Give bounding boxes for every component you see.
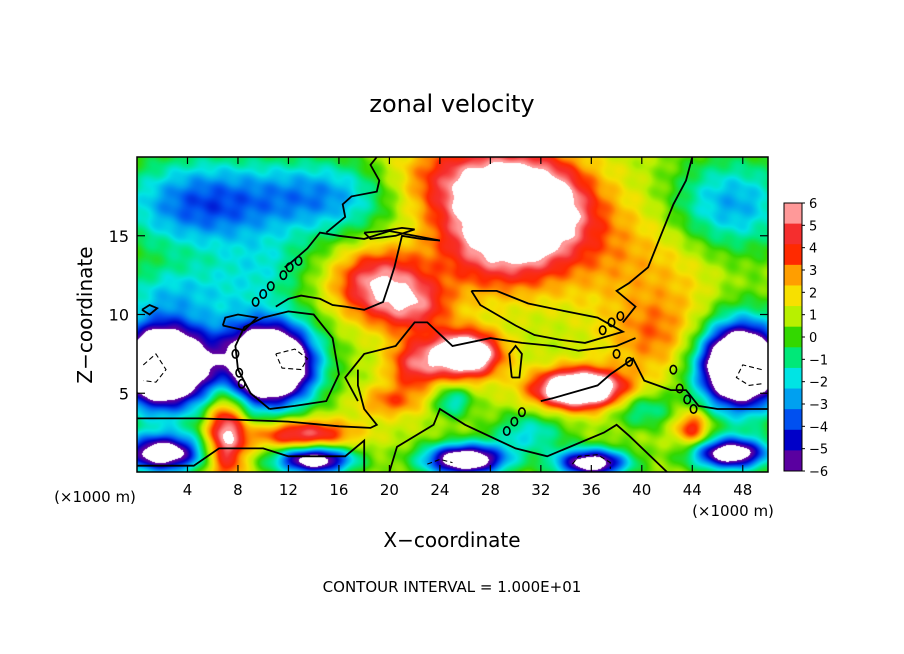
x-tick-label: 8: [233, 481, 243, 499]
contour-line: [615, 156, 694, 323]
y-tick-label: 10: [109, 306, 129, 325]
colorbar-label: −6: [809, 465, 828, 480]
x-tick-label: 12: [279, 481, 298, 499]
colorbar: 6 5 4 3 2 1 0 −1 −2 −3 −4 −5 −6: [783, 197, 828, 480]
contour-line: [221, 313, 259, 332]
colorbar-swatch: [784, 264, 802, 286]
contour-line: [141, 303, 159, 316]
x-tick-label: 16: [329, 481, 348, 499]
contour-ring: [235, 367, 244, 378]
colorbar-label: −2: [809, 376, 828, 391]
colorbar-label: −5: [809, 443, 828, 458]
x-tick-label: 24: [430, 481, 449, 499]
colorbar-label: 4: [809, 242, 817, 257]
x-tick-label: 44: [683, 481, 702, 499]
colorbar-label: 3: [809, 264, 817, 279]
contour-ring: [598, 325, 607, 336]
colorbar-label: −4: [809, 420, 828, 435]
contour-ring: [607, 317, 616, 328]
contour-layer: [137, 156, 768, 473]
contour-ring: [231, 348, 240, 359]
colorbar-swatch: [784, 285, 802, 307]
colorbar-swatch: [784, 223, 802, 245]
colorbar-swatch: [784, 450, 802, 472]
x-tick-label: 28: [481, 481, 500, 499]
colorbar-swatch: [784, 429, 802, 451]
colorbar-swatch: [784, 306, 802, 328]
y-tick-label: 15: [109, 227, 129, 246]
x-tick-label: 32: [531, 481, 550, 499]
contour-ring: [625, 356, 634, 367]
colorbar-swatch: [784, 367, 802, 390]
contour-ring: [502, 426, 511, 437]
contour-ring: [510, 416, 519, 427]
contour-line: [325, 156, 381, 234]
contour-line: [427, 458, 453, 465]
colorbar-label: 6: [809, 197, 817, 212]
colorbar-swatch: [784, 326, 802, 348]
contour-line: [137, 369, 379, 429]
contour-ring: [259, 289, 268, 300]
colorbar-label: 1: [809, 309, 817, 324]
contour-ring: [279, 270, 288, 281]
contour-line: [275, 234, 440, 311]
contour-ring: [294, 255, 303, 266]
contour-ring: [266, 281, 275, 292]
x-tick-label: 36: [582, 481, 601, 499]
x-tick-label: 48: [733, 481, 752, 499]
contour-line: [137, 438, 366, 472]
y-tick-label: 5: [119, 384, 129, 403]
contour-ring: [675, 383, 684, 394]
contour-line: [735, 364, 762, 386]
colorbar-label: 5: [809, 219, 817, 234]
contour-line: [363, 226, 415, 240]
colorbar-swatch: [784, 203, 802, 225]
contour-ring: [285, 262, 294, 273]
contour-ring: [612, 348, 621, 359]
contour-line: [388, 407, 668, 473]
contour-ring: [517, 407, 526, 418]
x-axis-label: X−coordinate: [383, 528, 520, 552]
colorbar-label: 0: [809, 331, 817, 346]
x-tick-label: 4: [183, 481, 193, 499]
colorbar-label: 2: [809, 286, 817, 301]
y-axis-label: Z−coordinate: [73, 246, 97, 383]
x-unit-right: (×1000 m): [692, 502, 774, 520]
colorbar-label: −1: [809, 353, 828, 368]
contour-ring: [251, 296, 260, 307]
colorbar-swatch: [784, 409, 802, 431]
x-tick-label: 20: [380, 481, 399, 499]
contour-line: [571, 454, 611, 469]
contour-line: [470, 290, 626, 344]
contour-line: [508, 344, 523, 379]
contour-line: [275, 348, 309, 371]
contour-line: [344, 321, 636, 402]
contour-line: [540, 357, 768, 410]
contour-ring: [689, 403, 698, 414]
colorbar-label: −3: [809, 398, 828, 413]
x-unit-left: (×1000 m): [54, 488, 136, 506]
contour-ring: [616, 311, 625, 322]
contour-ring: [669, 364, 678, 375]
contour-ring: [237, 378, 246, 389]
contour-interval-note: CONTOUR INTERVAL = 1.000E+01: [323, 578, 582, 596]
colorbar-swatch: [784, 388, 802, 410]
chart-title: zonal velocity: [369, 90, 534, 118]
colorbar-swatch: [784, 347, 802, 369]
x-tick-label: 40: [632, 481, 651, 499]
contour-ring: [683, 394, 692, 405]
contour-line: [142, 353, 167, 383]
colorbar-swatch: [784, 244, 802, 266]
